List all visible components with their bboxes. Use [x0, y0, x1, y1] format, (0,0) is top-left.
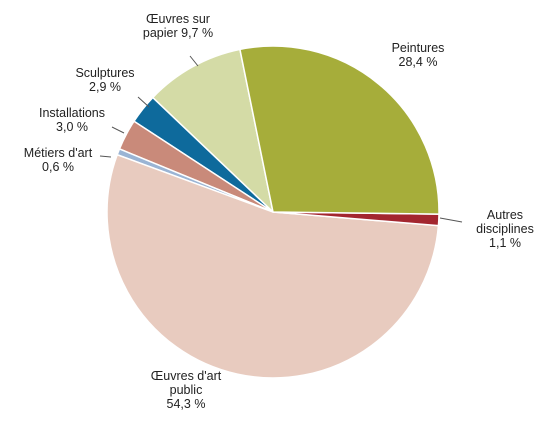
pie-slice	[239, 45, 440, 215]
leader-line	[137, 96, 150, 108]
value-label: 1,1 %	[489, 236, 521, 250]
slice-label: Autres disciplines 1,1 %	[465, 208, 545, 250]
leader-line	[439, 217, 463, 223]
category-name: Œuvres d'art public	[150, 369, 222, 397]
leader-line	[99, 155, 112, 158]
leader-lines	[99, 55, 463, 223]
slice-label: Métiers d'art 0,6 %	[8, 146, 108, 174]
slice-label: Sculptures 2,9 %	[65, 66, 145, 94]
category-name: Autres disciplines	[476, 208, 534, 236]
leader-line	[189, 55, 199, 67]
category-name: Peintures	[391, 41, 445, 55]
slice-label: Œuvres sur papier 9,7 %	[133, 12, 223, 40]
slice-label: Œuvres d'art public 54,3 %	[141, 369, 231, 411]
pie-slice	[106, 153, 440, 379]
leader-line	[111, 126, 125, 134]
value-label: 28,4 %	[398, 55, 438, 69]
value-label: 54,3 %	[166, 397, 206, 411]
pie-slice	[151, 48, 275, 215]
value-label: 9,7 %	[181, 26, 214, 40]
category-name: Installations	[38, 106, 105, 120]
value-label: 3,0 %	[56, 120, 88, 134]
value-label: 0,6 %	[42, 160, 74, 174]
category-name: Sculptures	[75, 66, 135, 80]
category-name: Œuvres sur papier	[142, 12, 210, 40]
slice-label: Installations 3,0 %	[27, 106, 117, 134]
value-label: 2,9 %	[89, 80, 121, 94]
category-name: Métiers d'art	[23, 146, 93, 160]
slice-label: Peintures 28,4 %	[378, 41, 458, 69]
